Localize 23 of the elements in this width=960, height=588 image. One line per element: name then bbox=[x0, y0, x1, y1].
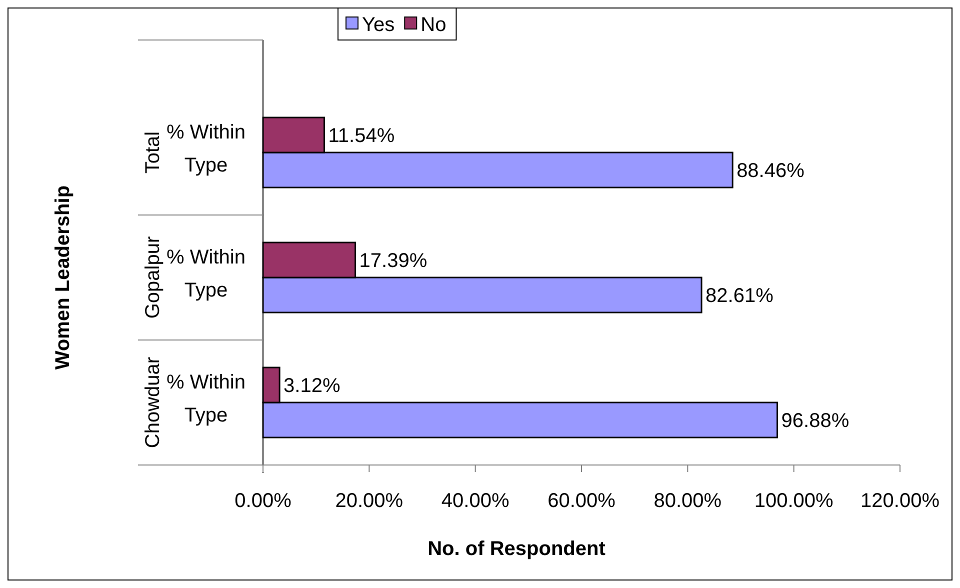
y-tick-label: % Within Type bbox=[166, 372, 246, 426]
x-tick-label: 20.00% bbox=[335, 490, 404, 512]
x-tick-label: 0.00% bbox=[234, 490, 292, 512]
y-axis-title: Women Leadership bbox=[52, 185, 74, 370]
legend-label: Yes bbox=[362, 14, 395, 36]
data-label: 96.88% bbox=[781, 410, 850, 432]
y-tick-label: % Within Type bbox=[166, 246, 246, 302]
data-label: 88.46% bbox=[736, 160, 805, 182]
x-tick-label: 80.00% bbox=[654, 490, 722, 512]
x-tick-label: 120.00% bbox=[860, 490, 940, 512]
x-axis-title: No. of Respondent bbox=[428, 538, 606, 560]
data-label: 82.61% bbox=[706, 285, 774, 307]
data-label: 11.54% bbox=[328, 125, 395, 147]
data-label: 17.39% bbox=[359, 250, 428, 272]
category-label: Gopalpur bbox=[142, 236, 164, 319]
category-label: Total bbox=[142, 131, 164, 174]
data-label: 3.12% bbox=[284, 375, 340, 397]
y-tick-label: % Within Type bbox=[166, 122, 246, 176]
legend-label: No bbox=[420, 14, 446, 36]
x-tick-label: 100.00% bbox=[754, 490, 834, 512]
x-tick-label: 40.00% bbox=[441, 490, 510, 512]
category-label: Chowduar bbox=[142, 356, 164, 448]
x-tick-label: 60.00% bbox=[548, 490, 616, 512]
